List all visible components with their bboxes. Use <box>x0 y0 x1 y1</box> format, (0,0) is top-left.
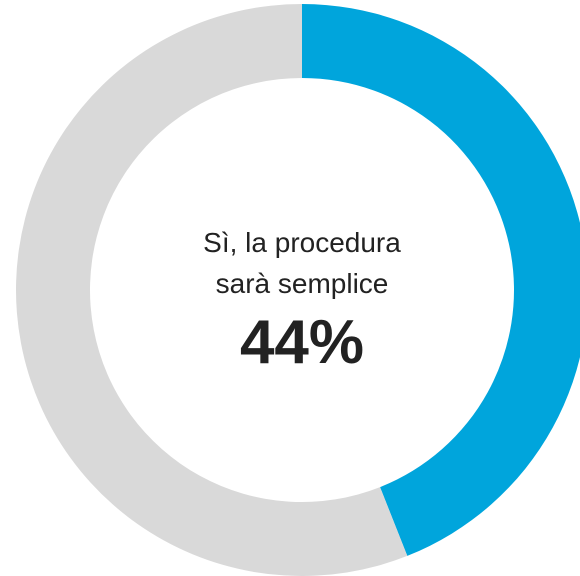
donut-segment <box>302 4 580 556</box>
category-label: Sì, la procedura sarà semplice <box>203 227 401 299</box>
center-label: Sì, la procedura sarà semplice 44% <box>187 222 417 378</box>
value-label: 44% <box>239 308 365 377</box>
donut-segment <box>16 4 408 576</box>
